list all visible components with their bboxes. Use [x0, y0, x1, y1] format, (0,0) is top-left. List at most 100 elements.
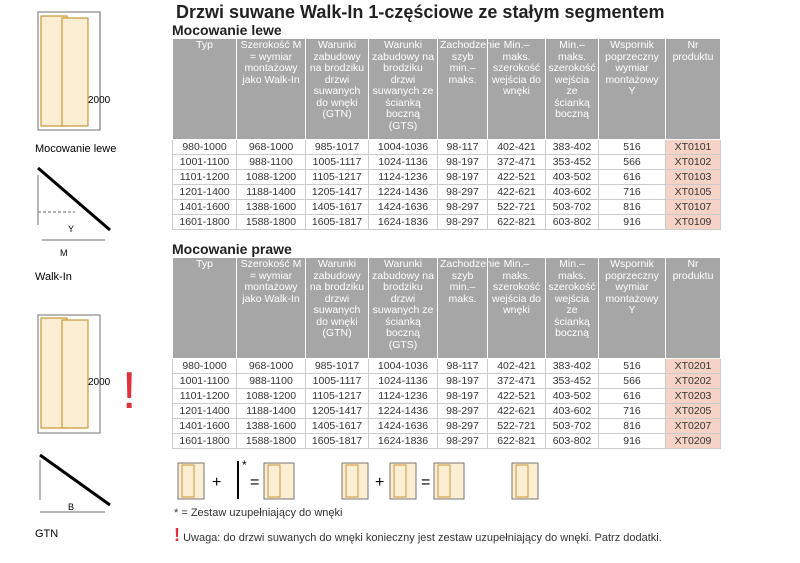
cell: 422-521 — [487, 169, 546, 185]
header-row: Typ Szerokość M = wymiar montażowy jako W… — [172, 257, 721, 359]
cell: 916 — [598, 433, 666, 449]
cell: 1401-1600 — [172, 199, 237, 215]
dim-label: 2000 — [88, 377, 111, 388]
cell: 988-1100 — [236, 373, 306, 389]
section: Mocowanie lewe Typ Szerokość M = wymiar mo… — [172, 22, 721, 230]
header-cell: Zachodzenie szyb min.– maks. — [437, 257, 500, 359]
section-title: Mocowanie prawe — [172, 241, 292, 257]
warning-text: Uwaga: do drzwi suwanych do wnęki koniec… — [183, 532, 662, 544]
cell: 422-521 — [487, 388, 546, 404]
product-number: XT0202 — [665, 373, 721, 389]
dim-label: B — [68, 502, 74, 512]
cell: 985-1017 — [305, 139, 369, 155]
cell: 353-452 — [545, 373, 599, 389]
caption: GTN — [35, 528, 58, 540]
table-row: 1101-1200 1088-1200 1105-1217 1124-1236 98-1… — [172, 169, 721, 185]
cell: 988-1100 — [236, 154, 306, 170]
cell: 98-297 — [437, 184, 488, 200]
cell: 1124-1236 — [368, 169, 438, 185]
icon-row: + * = + = — [177, 458, 539, 500]
dim-label: Y — [68, 224, 74, 234]
cell: 616 — [598, 388, 666, 404]
cell: 98-297 — [437, 214, 488, 230]
cell: 603-802 — [545, 214, 599, 230]
section: Mocowanie prawe Typ Szerokość M = wymiar m… — [172, 241, 721, 449]
icon-symbol: * — [242, 458, 247, 472]
cell: 1624-1836 — [368, 433, 438, 449]
cell: 1401-1600 — [172, 418, 237, 434]
cell: 1424-1636 — [368, 418, 438, 434]
cell: 1388-1600 — [236, 418, 306, 434]
header-cell: Typ — [172, 38, 237, 140]
cell: 816 — [598, 418, 666, 434]
cell: 1101-1200 — [172, 388, 237, 404]
product-number: XT0101 — [665, 139, 721, 155]
cell: 1605-1817 — [305, 433, 369, 449]
cell: 372-471 — [487, 154, 546, 170]
cell: 980-1000 — [172, 139, 237, 155]
cell: 622-821 — [487, 433, 546, 449]
header-cell: Min.– maks. szerokość wejścia do wnęki — [487, 257, 546, 359]
cell: 1224-1436 — [368, 184, 438, 200]
cell: 516 — [598, 139, 666, 155]
table-row: 1401-1600 1388-1600 1405-1617 1424-1636 98-2… — [172, 199, 721, 215]
panel — [61, 319, 89, 429]
table-row: 980-1000 968-1000 985-1017 1004-1036 98-117 4… — [172, 358, 721, 374]
product-number: XT0203 — [665, 388, 721, 404]
warning-mark: ! — [174, 525, 180, 545]
table-body: 980-1000 968-1000 985-1017 1004-1036 98-117 4… — [172, 139, 721, 230]
cell: 516 — [598, 358, 666, 374]
cell: 98-117 — [437, 139, 488, 155]
cell: 1201-1400 — [172, 184, 237, 200]
cell: 1601-1800 — [172, 433, 237, 449]
cell: 1405-1617 — [305, 418, 369, 434]
cell: 1205-1417 — [305, 184, 369, 200]
cell: 503-702 — [545, 418, 599, 434]
cell: 1188-1400 — [236, 184, 306, 200]
cell: 980-1000 — [172, 358, 237, 374]
header-cell: Min.– maks. szerokość wejścia do wnęki — [487, 38, 546, 140]
cell: 1424-1636 — [368, 199, 438, 215]
cell: 503-702 — [545, 199, 599, 215]
product-number: XT0207 — [665, 418, 721, 434]
table-row: 1001-1100 988-1100 1005-1117 1024-1136 98-19… — [172, 373, 721, 389]
cell: 98-197 — [437, 373, 488, 389]
product-number: XT0109 — [665, 214, 721, 230]
cell: 1388-1600 — [236, 199, 306, 215]
table-row: 1101-1200 1088-1200 1105-1217 1124-1236 98-1… — [172, 388, 721, 404]
caption: Mocowanie lewe — [35, 143, 116, 155]
cell: 566 — [598, 154, 666, 170]
cell: 1024-1136 — [368, 154, 438, 170]
product-number: XT0209 — [665, 433, 721, 449]
cell: 98-117 — [437, 358, 488, 374]
cell: 403-602 — [545, 184, 599, 200]
cell: 1001-1100 — [172, 373, 237, 389]
header-row: Typ Szerokość M = wymiar montażowy jako W… — [172, 38, 721, 140]
cell: 98-297 — [437, 418, 488, 434]
cell: 968-1000 — [236, 358, 306, 374]
cell: 1601-1800 — [172, 214, 237, 230]
cell: 98-197 — [437, 388, 488, 404]
icon-symbol: + — [212, 474, 221, 491]
table-row: 1001-1100 988-1100 1005-1117 1024-1136 98-19… — [172, 154, 721, 170]
cell: 1101-1200 — [172, 169, 237, 185]
cell: 522-721 — [487, 199, 546, 215]
cell: 716 — [598, 184, 666, 200]
cell: 1124-1236 — [368, 388, 438, 404]
product-number: XT0105 — [665, 184, 721, 200]
cell: 1105-1217 — [305, 388, 369, 404]
cell: 1405-1617 — [305, 199, 369, 215]
cell: 522-721 — [487, 418, 546, 434]
header-cell: Nr produktu — [665, 38, 721, 140]
cell: 98-197 — [437, 169, 488, 185]
header-cell: Warunki zabudowy na brodziku drzwi suwan… — [368, 38, 438, 140]
cell: 383-402 — [545, 358, 599, 374]
cell: 1004-1036 — [368, 358, 438, 374]
cell: 1201-1400 — [172, 403, 237, 419]
icon-symbol: = — [250, 474, 259, 491]
header-cell: Warunki zabudowy na brodziku drzwi suwan… — [305, 257, 369, 359]
footnote: * = Zestaw uzupełniający do wnęki — [174, 507, 343, 519]
cell: 98-297 — [437, 199, 488, 215]
cell: 1188-1400 — [236, 403, 306, 419]
cell: 403-602 — [545, 403, 599, 419]
